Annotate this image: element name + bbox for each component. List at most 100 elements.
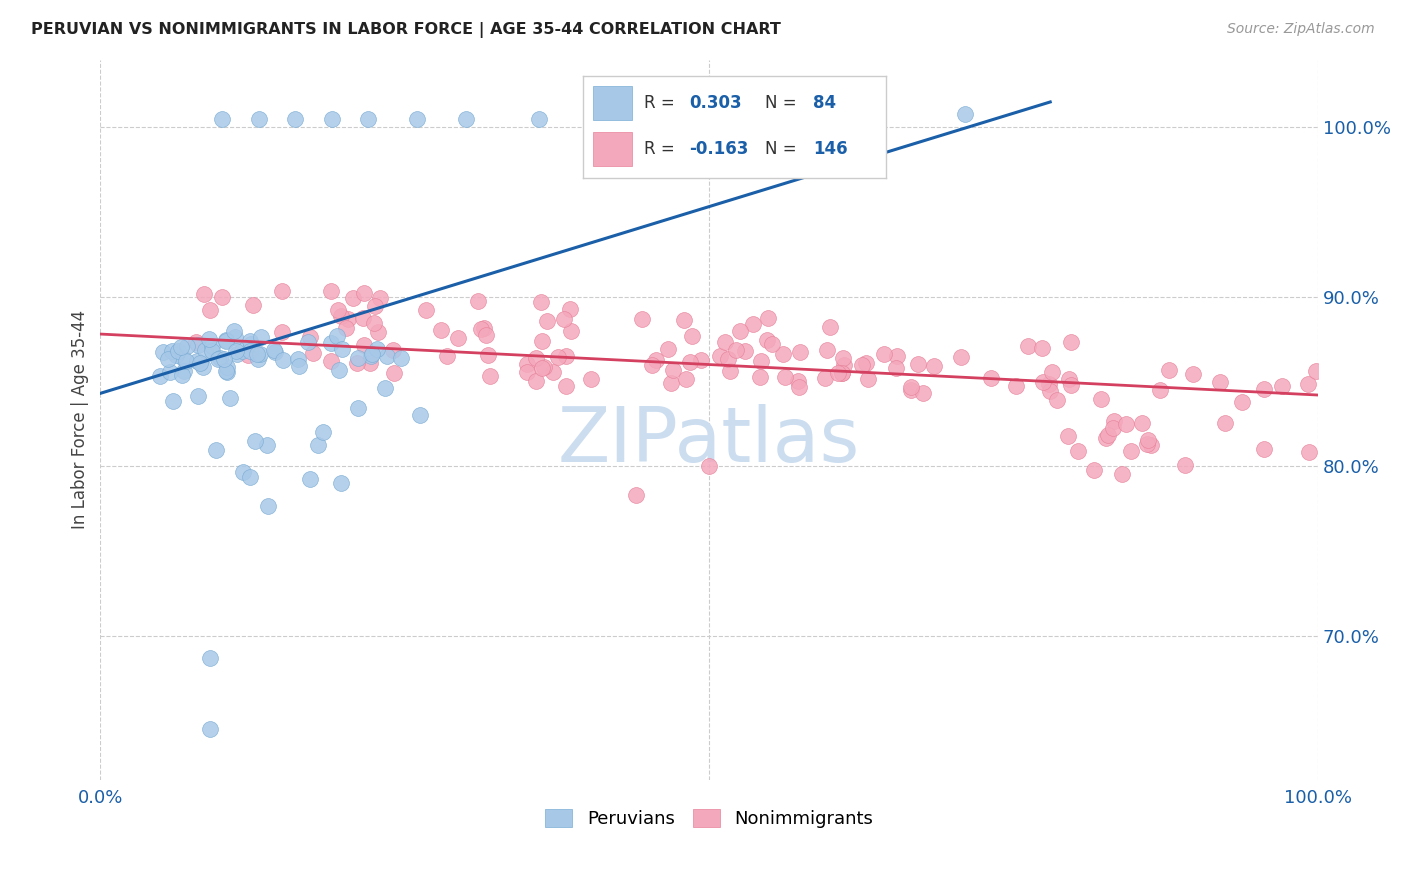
Point	[1139, 438, 1161, 452]
Point	[271, 285, 294, 299]
Point	[924, 359, 946, 374]
Point	[1038, 376, 1060, 391]
Text: R =: R =	[644, 94, 681, 112]
Text: R =: R =	[644, 140, 681, 158]
Point	[165, 348, 187, 362]
Point	[709, 349, 731, 363]
Point	[980, 371, 1002, 385]
Point	[208, 351, 231, 365]
Point	[1136, 437, 1159, 451]
Point	[321, 284, 343, 298]
Point	[194, 343, 217, 357]
Point	[342, 291, 364, 305]
Point	[335, 321, 357, 335]
Point	[624, 488, 647, 502]
Point	[1017, 339, 1039, 353]
Point	[742, 317, 765, 331]
Point	[166, 344, 188, 359]
Point	[1060, 377, 1083, 392]
Point	[662, 363, 685, 377]
Point	[215, 333, 238, 347]
Point	[886, 349, 908, 363]
Point	[176, 339, 198, 353]
Point	[814, 371, 837, 385]
Point	[474, 327, 496, 342]
Point	[239, 337, 262, 351]
Text: 84: 84	[813, 94, 837, 112]
Point	[530, 360, 553, 375]
Point	[201, 339, 224, 353]
Point	[312, 425, 335, 439]
Text: PERUVIAN VS NONIMMIGRANTS IN LABOR FORCE | AGE 35-44 CORRELATION CHART: PERUVIAN VS NONIMMIGRANTS IN LABOR FORCE…	[31, 22, 780, 38]
Point	[681, 329, 703, 343]
Point	[239, 334, 262, 348]
Point	[641, 359, 664, 373]
Point	[949, 351, 972, 365]
Point	[789, 345, 811, 359]
Point	[364, 299, 387, 313]
Point	[330, 475, 353, 490]
Point	[186, 335, 208, 350]
Point	[217, 359, 239, 374]
Text: N =: N =	[765, 94, 801, 112]
Point	[1209, 375, 1232, 389]
Point	[215, 365, 238, 379]
Legend: Peruvians, Nonimmigrants: Peruvians, Nonimmigrants	[538, 802, 880, 836]
Point	[215, 364, 238, 378]
Point	[645, 353, 668, 368]
Point	[1298, 445, 1320, 459]
Point	[831, 351, 853, 366]
Point	[238, 348, 260, 362]
Text: 0.303: 0.303	[689, 94, 742, 112]
Point	[1097, 428, 1119, 442]
Point	[1130, 417, 1153, 431]
Point	[1137, 433, 1160, 447]
Text: Source: ZipAtlas.com: Source: ZipAtlas.com	[1227, 22, 1375, 37]
Point	[328, 363, 350, 377]
Point	[527, 112, 550, 126]
Point	[225, 343, 247, 358]
Point	[245, 434, 267, 448]
Point	[347, 401, 370, 415]
Point	[477, 348, 499, 362]
Point	[1296, 377, 1319, 392]
Point	[361, 347, 384, 361]
Point	[198, 650, 221, 665]
Point	[321, 112, 343, 126]
Point	[257, 500, 280, 514]
Point	[718, 364, 741, 378]
Point	[263, 345, 285, 359]
Point	[363, 316, 385, 330]
Point	[447, 331, 470, 345]
Point	[212, 351, 235, 366]
Point	[907, 357, 929, 371]
Point	[772, 347, 794, 361]
Point	[717, 351, 740, 366]
Point	[249, 347, 271, 361]
Point	[226, 347, 249, 361]
Point	[1057, 371, 1080, 385]
Point	[321, 354, 343, 368]
Point	[242, 298, 264, 312]
Point	[697, 459, 720, 474]
Point	[1057, 429, 1080, 443]
Y-axis label: In Labor Force | Age 35-44: In Labor Force | Age 35-44	[72, 310, 89, 529]
Point	[307, 438, 329, 452]
Point	[524, 351, 547, 366]
Point	[1213, 416, 1236, 430]
Point	[1031, 341, 1053, 355]
Point	[1095, 431, 1118, 445]
Point	[353, 285, 375, 300]
Point	[1253, 382, 1275, 396]
Point	[366, 342, 388, 356]
Point	[172, 368, 194, 383]
Point	[516, 365, 538, 379]
Point	[287, 359, 309, 373]
Point	[558, 301, 581, 316]
Point	[249, 329, 271, 343]
Point	[374, 381, 396, 395]
Point	[467, 293, 489, 308]
Point	[352, 311, 374, 326]
Point	[328, 303, 350, 318]
Point	[149, 368, 172, 383]
